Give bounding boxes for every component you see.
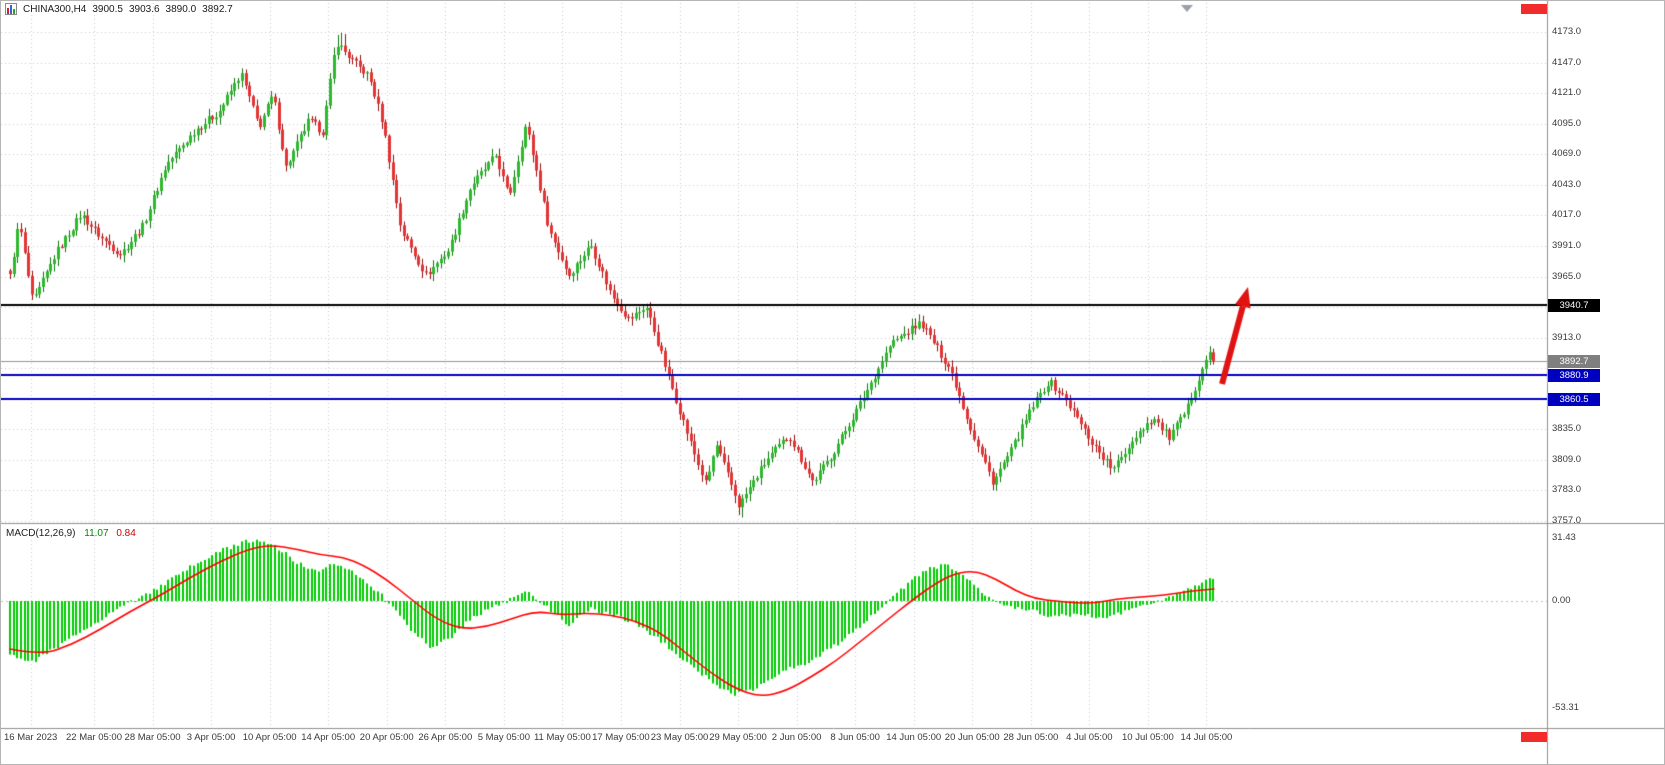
price-tick-label: 4017.0	[1552, 209, 1582, 221]
time-tick-label: 8 Jun 05:00	[830, 732, 880, 743]
time-tick-label: 14 Apr 05:00	[301, 732, 356, 743]
price-tag-3880.9: 3880.9	[1548, 368, 1600, 382]
price-tag-3860.5: 3860.5	[1548, 392, 1600, 406]
price-tag-3940.7: 3940.7	[1548, 298, 1600, 312]
time-tick-label: 23 May 05:00	[650, 732, 709, 743]
time-tick-label: 26 Apr 05:00	[418, 732, 473, 743]
time-tick-label: 14 Jun 05:00	[886, 732, 942, 743]
price-tick-label: 3783.0	[1552, 484, 1582, 496]
time-tick-label: 17 May 05:00	[592, 732, 650, 743]
price-tick-label: 3965.0	[1552, 270, 1582, 282]
ohlc-high: 3903.6	[128, 3, 160, 15]
macd-main-value: 11.07	[84, 528, 109, 539]
time-tick-label: 5 May 05:00	[477, 732, 530, 743]
time-tick-label: 28 Jun 05:00	[1003, 732, 1059, 743]
price-tick-label: 4043.0	[1552, 178, 1582, 190]
bottom-right-red-marker	[1521, 732, 1547, 742]
price-tick-label: 4121.0	[1552, 87, 1582, 99]
chart-header: CHINA300,H4 3900.5 3903.6 3890.0 3892.7	[5, 3, 233, 15]
chart-icon	[5, 3, 17, 15]
price-tick-label: 4069.0	[1552, 148, 1582, 160]
ohlc-low: 3890.0	[165, 3, 197, 15]
price-tick-label: 3809.0	[1552, 453, 1582, 465]
price-tick-label: 3991.0	[1552, 239, 1582, 251]
time-tick-label: 10 Apr 05:00	[242, 732, 297, 743]
time-tick-label: 16 Mar 2023	[4, 732, 58, 743]
time-tick-label: 3 Apr 05:00	[186, 732, 236, 743]
price-tick-label: 3835.0	[1552, 423, 1582, 435]
time-tick-label: 4 Jul 05:00	[1066, 732, 1113, 743]
top-right-red-marker	[1521, 4, 1547, 14]
time-tick-label: 2 Jun 05:00	[771, 732, 822, 743]
price-tick-label: 4147.0	[1552, 56, 1582, 68]
ohlc-close: 3892.7	[202, 3, 233, 15]
price-tick-label: 4173.0	[1552, 26, 1582, 37]
symbol-timeframe-label: CHINA300,H4	[23, 3, 87, 15]
time-tick-label: 14 Jul 05:00	[1180, 732, 1233, 743]
time-tick-label: 11 May 05:00	[533, 732, 591, 743]
macd-signal-value: 0.84	[116, 528, 136, 539]
price-tick-label: 3913.0	[1552, 331, 1582, 343]
macd-tick-label: 31.43	[1552, 532, 1576, 544]
time-tick-label: 29 May 05:00	[709, 732, 767, 743]
macd-tick-label: 0.00	[1552, 595, 1571, 606]
time-tick-label: 10 Jul 05:00	[1122, 732, 1174, 743]
macd-tick-label: -53.31	[1552, 701, 1579, 713]
price-tick-label: 3757.0	[1552, 515, 1582, 526]
price-tick-label: 4095.0	[1552, 117, 1582, 129]
time-tick-label: 20 Jun 05:00	[944, 732, 1000, 743]
macd-title: MACD(12,26,9)	[6, 528, 76, 539]
macd-indicator-label: MACD(12,26,9) 11.07 0.84	[6, 528, 136, 539]
ohlc-open: 3900.5	[92, 3, 123, 15]
time-tick-label: 20 Apr 05:00	[359, 732, 414, 743]
time-tick-label: 22 Mar 05:00	[66, 732, 122, 743]
price-tag-3892.7: 3892.7	[1548, 354, 1600, 368]
time-tick-label: 28 Mar 05:00	[124, 732, 181, 743]
